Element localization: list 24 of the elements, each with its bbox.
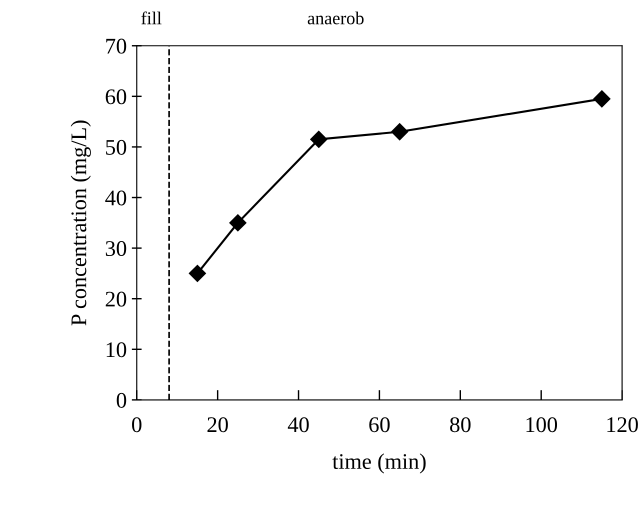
point <box>188 264 206 282</box>
y-tick-label: 10 <box>106 342 126 358</box>
x-tick-label: 40 <box>288 417 309 432</box>
y-tick-label: 0 <box>116 392 126 408</box>
x-tick-label: 80 <box>450 417 471 432</box>
x-tick-label: 0 <box>132 417 142 432</box>
x-tick-label: 120 <box>607 417 638 432</box>
y-axis-title: P concentration (mg/L) <box>70 120 91 326</box>
x-tick-label: 100 <box>526 417 558 432</box>
x-tick-label: 20 <box>208 417 228 432</box>
y-tick-label: 20 <box>106 292 126 307</box>
x-axis-title: time (min) <box>332 453 426 474</box>
text: fill <box>141 11 162 24</box>
x-tick-label: 60 <box>369 417 390 432</box>
y-tick-label: 40 <box>105 190 126 206</box>
text: anaerob <box>308 12 364 24</box>
y-tick-label: 60 <box>106 89 126 104</box>
y-tick-label: 30 <box>106 241 126 256</box>
point <box>391 123 408 140</box>
point <box>229 214 246 232</box>
point <box>593 90 610 108</box>
point <box>310 130 328 148</box>
y-tick-label: 70 <box>106 38 126 54</box>
y-tick-label: 50 <box>106 140 126 155</box>
